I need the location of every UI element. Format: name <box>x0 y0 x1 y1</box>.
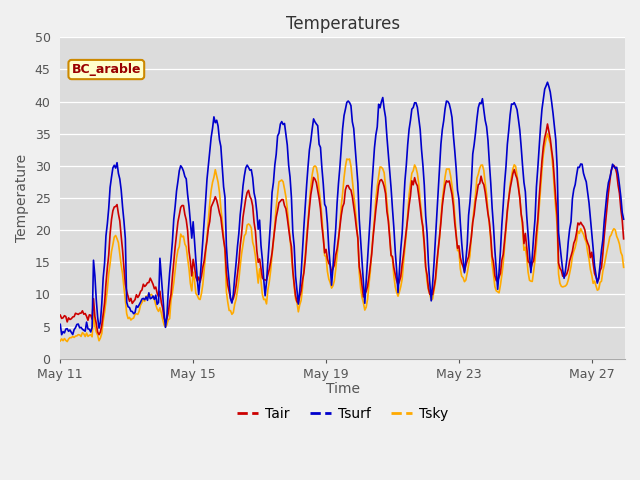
Y-axis label: Temperature: Temperature <box>15 154 29 242</box>
Text: BC_arable: BC_arable <box>72 63 141 76</box>
Title: Temperatures: Temperatures <box>285 15 400 33</box>
X-axis label: Time: Time <box>326 382 360 396</box>
Legend: Tair, Tsurf, Tsky: Tair, Tsurf, Tsky <box>231 401 454 426</box>
